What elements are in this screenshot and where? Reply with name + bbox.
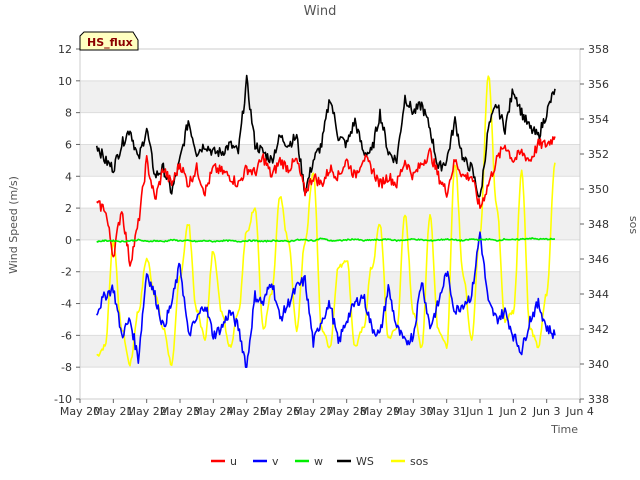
y-tick-label: 10 (58, 75, 72, 88)
y2-tick-label: 348 (588, 218, 609, 231)
x-tick-label: May 27 (293, 405, 333, 418)
y-tick-label: 6 (65, 138, 72, 151)
badge-label: HS_flux (87, 36, 133, 49)
x-tick-label: May 23 (160, 405, 200, 418)
y-tick-label: -4 (61, 298, 72, 311)
y2-tick-label: 340 (588, 358, 609, 371)
y-tick-label: -10 (54, 393, 72, 406)
x-tick-label: Jun 4 (565, 405, 594, 418)
y-tick-label: 4 (65, 170, 72, 183)
chart-title: Wind (304, 4, 337, 19)
y-tick-label: 12 (58, 43, 72, 56)
grid-band (80, 271, 580, 304)
y2-tick-label: 344 (588, 288, 609, 301)
series-layer (95, 74, 556, 369)
series-line-w (96, 237, 555, 243)
y-axis-left: -10 -8 -6 -4 -2 0 2 4 6 8 10 12 (54, 43, 80, 406)
y2-axis-label: sos (627, 216, 640, 234)
y2-tick-label: 346 (588, 253, 609, 266)
x-tick-label: May 30 (393, 405, 433, 418)
y2-tick-label: 350 (588, 183, 609, 196)
dataset-badge: HS_flux (79, 31, 139, 51)
x-tick-label: May 21 (93, 405, 133, 418)
series-line-ws (95, 74, 556, 198)
y-tick-label: 0 (65, 234, 72, 247)
x-tick-label: May 29 (360, 405, 400, 418)
y-tick-label: -2 (61, 266, 72, 279)
y2-tick-label: 338 (588, 393, 609, 406)
grid-band (80, 335, 580, 368)
badge-shape (79, 31, 139, 51)
legend-label-w: w (314, 455, 323, 468)
y-axis-label: Wind Speed (m/s) (7, 176, 20, 274)
y-axis-right: 338 340 342 344 346 348 350 352 354 356 358 (580, 43, 609, 406)
legend-label-v: v (272, 455, 279, 468)
y2-tick-label: 352 (588, 148, 609, 161)
x-tick-label: May 22 (127, 405, 167, 418)
grid-band (80, 208, 580, 240)
y-tick-label: 8 (65, 107, 72, 120)
x-tick-label: Jun 3 (532, 405, 561, 418)
y2-tick-label: 342 (588, 323, 609, 336)
x-tick-label: Jun 2 (498, 405, 527, 418)
y2-tick-label: 354 (588, 113, 609, 126)
legend-label-sos: sos (410, 455, 428, 468)
x-tick-label: May 31 (427, 405, 467, 418)
legend-label-u: u (230, 455, 237, 468)
plot-background-bands (80, 80, 580, 368)
x-tick-label: May 20 (60, 405, 100, 418)
x-tick-label: May 26 (260, 405, 300, 418)
grid-band (80, 80, 580, 113)
y-tick-label: 2 (65, 202, 72, 215)
y-tick-label: -6 (61, 329, 72, 342)
x-tick-label: May 24 (193, 405, 233, 418)
y2-tick-label: 356 (588, 78, 609, 91)
x-tick-label: May 28 (327, 405, 367, 418)
series-line-u (96, 136, 556, 267)
series-line-v (95, 231, 556, 369)
x-axis-label: Time (550, 423, 578, 436)
y-tick-label: -8 (61, 361, 72, 374)
y2-tick-label: 358 (588, 43, 609, 56)
x-tick-label: May 25 (227, 405, 267, 418)
legend: u v w WS sos (211, 455, 428, 468)
x-tick-label: Jun 1 (465, 405, 494, 418)
legend-label-ws: WS (356, 455, 374, 468)
